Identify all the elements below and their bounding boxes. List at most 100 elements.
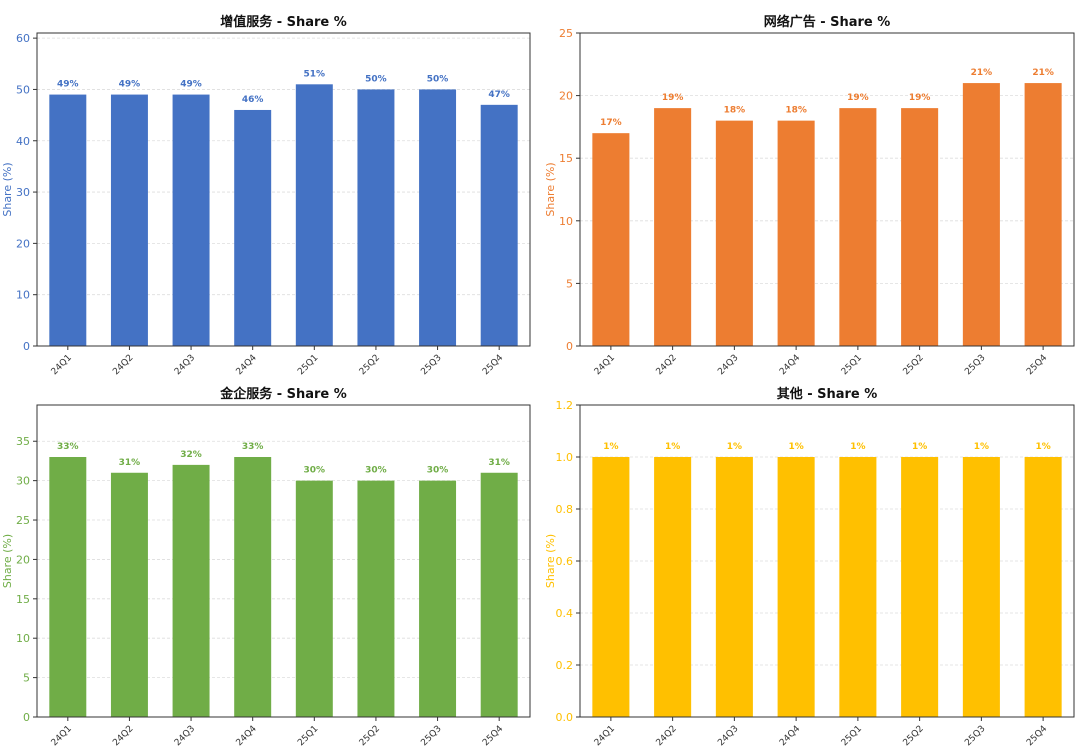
x-tick-label: 25Q1 xyxy=(840,353,864,377)
bar-24q3 xyxy=(172,464,210,717)
data-label: 51% xyxy=(304,69,326,79)
x-tick-label: 24Q2 xyxy=(111,724,135,747)
x-tick-label: 24Q2 xyxy=(655,724,679,747)
x-tick-label: 24Q1 xyxy=(50,724,74,747)
bar-25q3 xyxy=(962,457,1000,717)
data-label: 1% xyxy=(912,442,927,452)
y-tick-label: 10 xyxy=(16,289,30,302)
x-tick-label: 24Q4 xyxy=(235,724,259,747)
y-tick-label: 0 xyxy=(23,711,30,724)
bar-24q1 xyxy=(49,457,87,717)
y-tick-label: 1.0 xyxy=(556,451,574,464)
y-tick-label: 25 xyxy=(16,514,30,527)
x-tick-label: 24Q3 xyxy=(716,353,740,377)
data-label: 1% xyxy=(788,442,803,452)
y-axis-label: Share (%) xyxy=(1,534,14,588)
data-label: 32% xyxy=(180,450,202,460)
y-tick-label: 35 xyxy=(16,435,30,448)
x-tick-label: 24Q3 xyxy=(173,724,197,747)
data-label: 50% xyxy=(427,74,449,84)
bar-24q2 xyxy=(110,94,148,347)
bar-25q2 xyxy=(357,480,395,717)
x-tick-label: 24Q2 xyxy=(655,353,679,377)
x-tick-label: 25Q2 xyxy=(358,353,382,377)
bar-25q4 xyxy=(480,104,518,347)
data-label: 1% xyxy=(974,442,989,452)
data-label: 50% xyxy=(365,74,387,84)
x-tick-label: 25Q2 xyxy=(902,353,926,377)
x-tick-label: 25Q3 xyxy=(419,724,443,747)
y-tick-label: 10 xyxy=(16,632,30,645)
x-tick-label: 24Q3 xyxy=(173,353,197,377)
panel-others: 1% 1% 1% 1% 1% 1% 1% 1% 0.0 0.2 0.4 0.6 0.8 1.0 1.2 24Q… xyxy=(544,386,1075,747)
bar-24q3 xyxy=(715,120,753,346)
panel-value-added-services: 49% 49% 49% 46% 51% 50% 50% 47% 0 10 20 30 40 50 60 24Q… xyxy=(1,14,531,377)
data-label: 30% xyxy=(365,466,387,476)
y-tick-label: 20 xyxy=(16,237,30,250)
y-tick-label: 5 xyxy=(566,277,573,290)
data-label: 30% xyxy=(304,466,326,476)
panel-online-advertising: 17% 19% 18% 18% 19% 19% 21% 21% 0 5 10 15 20 25 24Q1 24… xyxy=(544,14,1075,377)
x-tick-label: 24Q1 xyxy=(593,724,617,747)
chart-title: 其他 - Share % xyxy=(777,386,878,402)
y-tick-label: 60 xyxy=(16,32,30,45)
axes-frame xyxy=(36,404,531,718)
bar-25q1 xyxy=(839,457,877,717)
x-tick-label: 25Q3 xyxy=(963,724,987,747)
bar-24q1 xyxy=(49,94,87,347)
y-tick-label: 30 xyxy=(16,186,30,199)
bar-24q1 xyxy=(592,133,630,346)
bar-25q2 xyxy=(901,457,939,717)
data-label: 19% xyxy=(909,93,931,103)
data-label: 19% xyxy=(847,93,869,103)
data-label: 1% xyxy=(603,442,618,452)
x-tick-label: 24Q1 xyxy=(593,353,617,377)
data-label: 1% xyxy=(727,442,742,452)
x-tick-label: 25Q1 xyxy=(296,353,320,377)
x-tick-label: 25Q3 xyxy=(963,353,987,377)
bar-24q4 xyxy=(234,109,272,346)
bar-25q4 xyxy=(1024,83,1062,346)
y-tick-label: 0.4 xyxy=(556,607,574,620)
bar-24q2 xyxy=(654,457,692,717)
bar-25q4 xyxy=(1024,457,1062,717)
data-label: 1% xyxy=(1035,442,1050,452)
y-tick-label: 25 xyxy=(559,27,573,40)
y-tick-label: 20 xyxy=(16,553,30,566)
axes-frame xyxy=(36,32,531,347)
bar-25q3 xyxy=(419,480,457,717)
bar-25q3 xyxy=(962,83,1000,346)
data-label: 19% xyxy=(662,93,684,103)
bar-24q2 xyxy=(110,472,148,717)
bar-24q3 xyxy=(172,94,210,347)
x-tick-label: 24Q3 xyxy=(716,724,740,747)
x-tick-label: 25Q4 xyxy=(1025,724,1049,747)
bar-25q2 xyxy=(901,108,939,347)
bar-25q1 xyxy=(295,480,333,717)
data-label: 21% xyxy=(971,68,993,78)
data-label: 1% xyxy=(665,442,680,452)
chart-title: 增值服务 - Share % xyxy=(220,14,347,30)
x-tick-label: 24Q4 xyxy=(778,724,802,747)
y-tick-label: 15 xyxy=(559,152,573,165)
bar-25q1 xyxy=(839,108,877,347)
data-label: 1% xyxy=(850,442,865,452)
y-tick-label: 10 xyxy=(559,215,573,228)
data-label: 46% xyxy=(242,95,264,105)
x-tick-label: 24Q1 xyxy=(50,353,74,377)
y-tick-label: 15 xyxy=(16,593,30,606)
x-tick-label: 25Q4 xyxy=(1025,353,1049,377)
y-tick-label: 0 xyxy=(566,340,573,353)
data-label: 49% xyxy=(119,80,141,90)
chart-title: 金企服务 - Share % xyxy=(219,386,347,402)
bar-24q4 xyxy=(234,457,272,717)
data-label: 49% xyxy=(180,80,202,90)
bar-25q3 xyxy=(419,89,457,346)
data-label: 18% xyxy=(724,106,746,116)
panel-fintech-business-services: 33% 31% 32% 33% 30% 30% 30% 31% 0 5 10 15 20 25 30 35 24… xyxy=(1,386,531,747)
x-tick-label: 25Q1 xyxy=(296,724,320,747)
bar-24q2 xyxy=(654,108,692,347)
data-label: 49% xyxy=(57,80,79,90)
y-tick-label: 0.2 xyxy=(556,659,574,672)
